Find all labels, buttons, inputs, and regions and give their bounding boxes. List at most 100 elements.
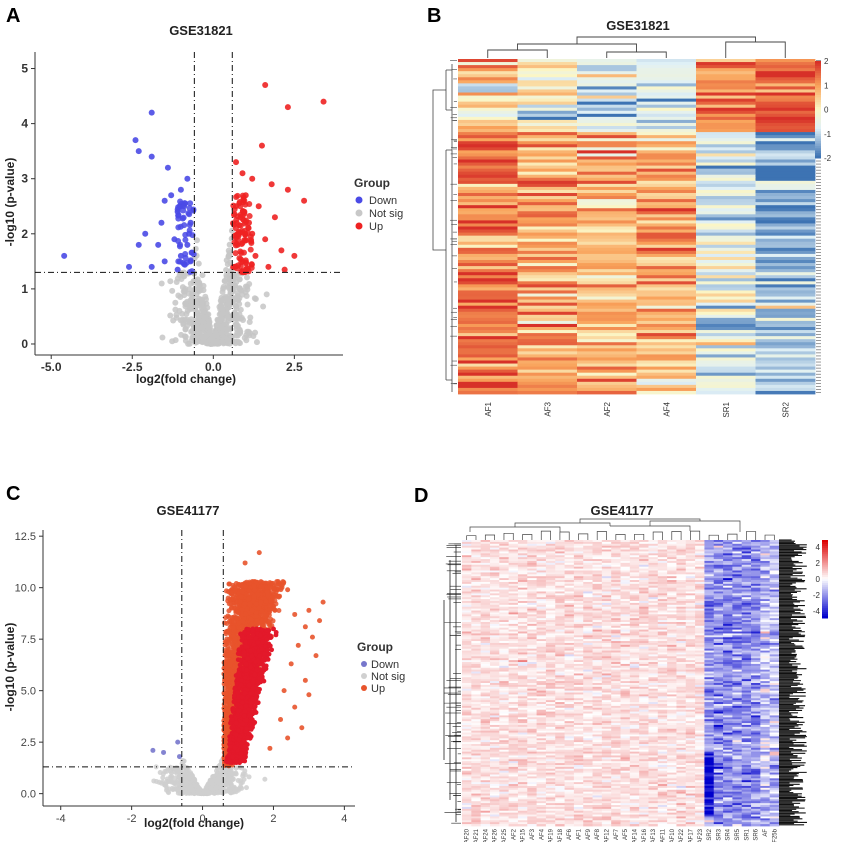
heatmap-cell: [577, 141, 637, 145]
heatmap-cell: [755, 390, 816, 395]
heatmap-cell: [636, 217, 697, 221]
heatmap-cell: [636, 284, 697, 288]
heatmap-cell: [517, 308, 578, 313]
heatmap-cell: [636, 165, 697, 170]
point-up: [265, 592, 271, 598]
heatmap-cell: [755, 253, 816, 258]
point-up: [271, 585, 277, 591]
heatmap-cell: [755, 229, 816, 233]
point-not-sig: [245, 328, 252, 335]
heatmap-cell: [458, 126, 518, 130]
point-down: [177, 754, 182, 760]
heatmap-cell: [517, 177, 578, 182]
heatmap-cell: [696, 266, 756, 270]
point-not-sig: [172, 299, 179, 306]
heatmap-cell: [517, 278, 578, 282]
heatmap-cell: [458, 351, 518, 355]
heatmap-cell: [458, 65, 518, 69]
point-down: [161, 258, 168, 265]
point-up: [248, 238, 255, 245]
heatmap-cell: [577, 333, 637, 337]
heatmap-cell: [458, 284, 518, 288]
heatmap-cell: [755, 174, 816, 179]
heatmap-cell: [696, 77, 756, 81]
heatmap-cell: [577, 199, 637, 203]
heatmap-cell: [636, 384, 697, 389]
point-up: [233, 159, 240, 166]
point-up: [232, 250, 239, 257]
heatmap-cell: [696, 159, 756, 163]
heatmap-cell: [755, 135, 816, 139]
point-not-sig: [168, 775, 174, 781]
heatmap-cell: [517, 65, 578, 69]
heatmap-cell: [458, 202, 518, 206]
heatmap-cell: [636, 135, 697, 139]
colorbar-step: [815, 87, 821, 91]
heatmap-cell: [517, 196, 578, 200]
heatmap-cell: [458, 275, 518, 279]
heatmap-cell: [636, 183, 697, 188]
heatmap-cell: [755, 345, 816, 349]
heatmap-cell: [636, 256, 697, 261]
heatmap-cell: [636, 317, 697, 322]
heatmap-cell: [755, 244, 816, 249]
point-up: [256, 550, 262, 556]
heatmap-cell: [636, 113, 697, 118]
heatmap-cell: [755, 59, 816, 63]
heatmap-cell: [577, 390, 637, 395]
heatmap-cell: [458, 387, 518, 392]
heatmap-cell: [517, 342, 578, 346]
heatmap-cell: [517, 226, 578, 230]
point-not-sig: [159, 334, 166, 341]
heatmap-cell: [636, 101, 697, 106]
heatmap-cell: [517, 327, 578, 331]
heatmap-cell: [577, 299, 637, 304]
point-not-sig: [246, 774, 252, 780]
heatmap-cell: [517, 83, 578, 87]
heatmap-cell: [577, 272, 637, 276]
heatmap-cell: [577, 330, 637, 334]
colorbar-step: [815, 99, 821, 103]
legend-title-a: Group: [354, 176, 390, 190]
colorbar-step: [815, 107, 821, 110]
heatmap-cell: [577, 208, 637, 212]
point-up: [285, 735, 291, 741]
heatmap-cell: [517, 153, 578, 157]
heatmap-cell: [577, 211, 637, 215]
heatmap-cell: [517, 287, 578, 291]
heatmap-cell: [636, 363, 697, 367]
heatmap-cell: [636, 202, 697, 206]
point-not-sig: [162, 769, 168, 775]
heatmap-cell: [755, 186, 816, 191]
point-down: [182, 254, 189, 261]
point-not-sig: [179, 284, 186, 291]
colorbar-step: [815, 77, 821, 81]
heatmap-cell: [517, 360, 578, 364]
heatmap-cell: [696, 107, 756, 112]
heatmap-cell: [755, 156, 816, 160]
heatmap-cell: [577, 129, 637, 133]
heatmap-cell: [636, 168, 697, 173]
chart-title-c: GSE41177: [157, 503, 220, 518]
heatmap-cell: [517, 311, 578, 316]
heatmap-cell: [696, 260, 756, 264]
heatmap-cell: [696, 196, 756, 200]
point-not-sig: [203, 789, 209, 795]
heatmap-cell: [577, 302, 637, 307]
heatmap-cell: [636, 92, 697, 96]
heatmap-cell: [696, 357, 756, 361]
heatmap-cell: [636, 95, 697, 99]
heatmap-cell: [458, 171, 518, 176]
x-axis-label-a: log2(fold change): [136, 372, 236, 386]
point-not-sig: [237, 306, 244, 313]
heatmap-cell: [517, 284, 578, 288]
point-up: [284, 186, 291, 193]
point-not-sig: [236, 311, 243, 318]
heatmap-cell: [517, 260, 578, 264]
point-up: [295, 642, 301, 648]
colorbar-step: [815, 148, 821, 152]
heatmap-cell: [577, 162, 637, 166]
point-not-sig: [195, 260, 202, 267]
heatmap-cell: [458, 101, 518, 106]
point-up: [291, 252, 298, 259]
